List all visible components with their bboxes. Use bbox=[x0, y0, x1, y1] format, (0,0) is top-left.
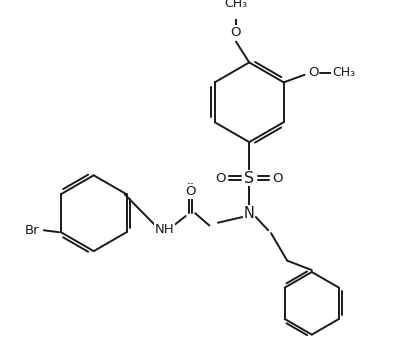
Text: O: O bbox=[231, 25, 241, 39]
Text: O: O bbox=[272, 172, 283, 185]
Text: O: O bbox=[308, 66, 318, 79]
Text: S: S bbox=[244, 171, 254, 186]
Text: O: O bbox=[216, 172, 226, 185]
Text: CH₃: CH₃ bbox=[224, 0, 247, 10]
Text: Br: Br bbox=[25, 224, 40, 237]
Text: NH: NH bbox=[155, 223, 175, 236]
Text: N: N bbox=[244, 206, 254, 221]
Text: CH₃: CH₃ bbox=[332, 66, 355, 79]
Text: O: O bbox=[185, 185, 196, 198]
